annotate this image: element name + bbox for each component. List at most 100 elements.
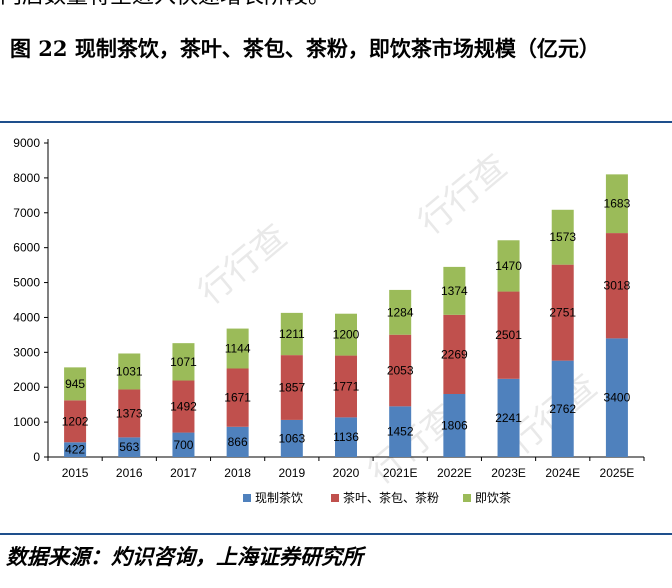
y-tick-label: 5000 bbox=[13, 276, 40, 290]
bar-segment bbox=[172, 432, 195, 457]
bar-segment bbox=[118, 353, 141, 390]
x-tick-label: 2021E bbox=[383, 466, 418, 480]
bar-segment bbox=[64, 442, 87, 457]
data-label: 1200 bbox=[333, 328, 360, 342]
x-tick-label: 2016 bbox=[116, 466, 143, 480]
data-label: 1857 bbox=[278, 381, 305, 395]
data-label: 945 bbox=[65, 377, 85, 391]
chart-bars bbox=[64, 174, 628, 457]
bar-segment bbox=[443, 266, 466, 315]
data-label: 422 bbox=[65, 443, 85, 457]
bar-segment bbox=[118, 437, 141, 457]
data-label: 563 bbox=[119, 440, 139, 454]
data-label: 700 bbox=[173, 438, 193, 452]
data-label: 1144 bbox=[225, 342, 251, 356]
y-tick-label: 0 bbox=[33, 450, 40, 464]
bar-segment bbox=[389, 406, 412, 457]
bar-segment bbox=[443, 393, 466, 457]
bar-segment bbox=[497, 240, 520, 292]
bar-segment bbox=[335, 313, 357, 356]
data-label: 1031 bbox=[116, 364, 143, 378]
watermark-text: 行行查 bbox=[192, 217, 295, 312]
bar-segment bbox=[497, 378, 520, 457]
data-label: 3400 bbox=[604, 391, 631, 405]
data-label: 2241 bbox=[495, 411, 522, 425]
source-divider bbox=[0, 533, 672, 535]
x-tick-label: 2025E bbox=[600, 466, 635, 480]
bar-segment bbox=[389, 289, 412, 335]
bar-segment bbox=[280, 355, 303, 420]
legend-swatch bbox=[463, 494, 471, 502]
y-tick-label: 7000 bbox=[13, 206, 40, 220]
data-label: 1771 bbox=[333, 379, 360, 393]
data-label: 1211 bbox=[279, 327, 305, 341]
bar-segment bbox=[226, 426, 249, 457]
legend-label: 即饮茶 bbox=[475, 490, 511, 505]
data-label: 2053 bbox=[387, 364, 414, 378]
bar-segment bbox=[64, 367, 87, 401]
data-label: 2501 bbox=[495, 328, 522, 342]
bar-segment bbox=[497, 291, 520, 379]
data-label: 866 bbox=[228, 435, 248, 449]
data-label: 2762 bbox=[549, 402, 576, 416]
legend-swatch bbox=[243, 494, 251, 502]
y-tick-label: 3000 bbox=[13, 345, 40, 359]
data-label: 2751 bbox=[549, 306, 576, 320]
source-note: 数据来源：灼识咨询，上海证券研究所 bbox=[6, 544, 363, 569]
data-label: 1683 bbox=[604, 197, 631, 211]
chart-data-labels: 422 1202 945 563 1373 1031 700 1492 1071 866 1671 1… bbox=[62, 197, 631, 457]
bar-segment bbox=[226, 328, 249, 369]
data-label: 1202 bbox=[62, 414, 89, 428]
bar-segment bbox=[443, 314, 466, 394]
bar-segment bbox=[64, 400, 87, 443]
y-tick-label: 8000 bbox=[13, 171, 40, 185]
x-tick-label: 2024E bbox=[545, 466, 580, 480]
header-fragment: 门店数量将呈进入快速增长阶段。 bbox=[0, 0, 672, 10]
chart-legend: 现制茶饮 茶叶、茶包、茶粉 即饮茶 bbox=[243, 490, 511, 505]
figure-title: 图 22 现制茶饮，茶叶、茶包、茶粉，即饮茶市场规模（亿元） bbox=[10, 36, 600, 61]
data-label: 3018 bbox=[604, 279, 631, 293]
data-label: 1452 bbox=[387, 425, 414, 439]
y-tick-label: 1000 bbox=[13, 415, 40, 429]
data-label: 1284 bbox=[387, 305, 414, 319]
legend-label: 现制茶饮 bbox=[255, 490, 303, 505]
data-label: 1573 bbox=[549, 230, 576, 244]
data-label: 1492 bbox=[170, 400, 197, 414]
x-tick-label: 2020 bbox=[333, 466, 360, 480]
bar-segment bbox=[605, 338, 628, 457]
y-tick-label: 6000 bbox=[13, 241, 40, 255]
bar-segment bbox=[172, 380, 195, 433]
data-label: 1671 bbox=[224, 391, 251, 405]
data-label: 1374 bbox=[441, 284, 468, 298]
x-tick-label: 2019 bbox=[278, 466, 305, 480]
bar-segment bbox=[551, 360, 574, 457]
x-tick-label: 2017 bbox=[170, 466, 197, 480]
data-label: 1071 bbox=[170, 355, 197, 369]
bar-segment bbox=[226, 368, 249, 427]
x-tick-label: 2015 bbox=[62, 466, 89, 480]
data-label: 1136 bbox=[333, 430, 359, 444]
x-tick-label: 2023E bbox=[491, 466, 526, 480]
bar-segment bbox=[118, 389, 141, 438]
bar-segment bbox=[335, 417, 357, 457]
bar-segment bbox=[605, 174, 628, 234]
bar-segment bbox=[389, 334, 412, 407]
stacked-bar-chart: 行行查行行查行行查行行查 010002000300040005000600070… bbox=[13, 136, 645, 505]
bar-segment bbox=[172, 343, 195, 381]
watermark-text: 行行查 bbox=[412, 147, 515, 242]
data-label: 1063 bbox=[278, 431, 305, 445]
bar-segment bbox=[280, 312, 303, 356]
x-tick-label: 2022E bbox=[437, 466, 472, 480]
title-divider bbox=[0, 121, 672, 123]
y-tick-label: 4000 bbox=[13, 310, 40, 324]
x-tick-label: 2018 bbox=[224, 466, 251, 480]
legend-label: 茶叶、茶包、茶粉 bbox=[343, 490, 439, 505]
data-label: 1470 bbox=[495, 259, 522, 273]
data-label: 2269 bbox=[441, 347, 468, 361]
legend-swatch bbox=[331, 494, 339, 502]
data-label: 1806 bbox=[441, 418, 468, 432]
bar-segment bbox=[280, 419, 303, 457]
bar-segment bbox=[605, 233, 628, 339]
y-tick-label: 2000 bbox=[13, 380, 40, 394]
bar-segment bbox=[551, 264, 574, 361]
